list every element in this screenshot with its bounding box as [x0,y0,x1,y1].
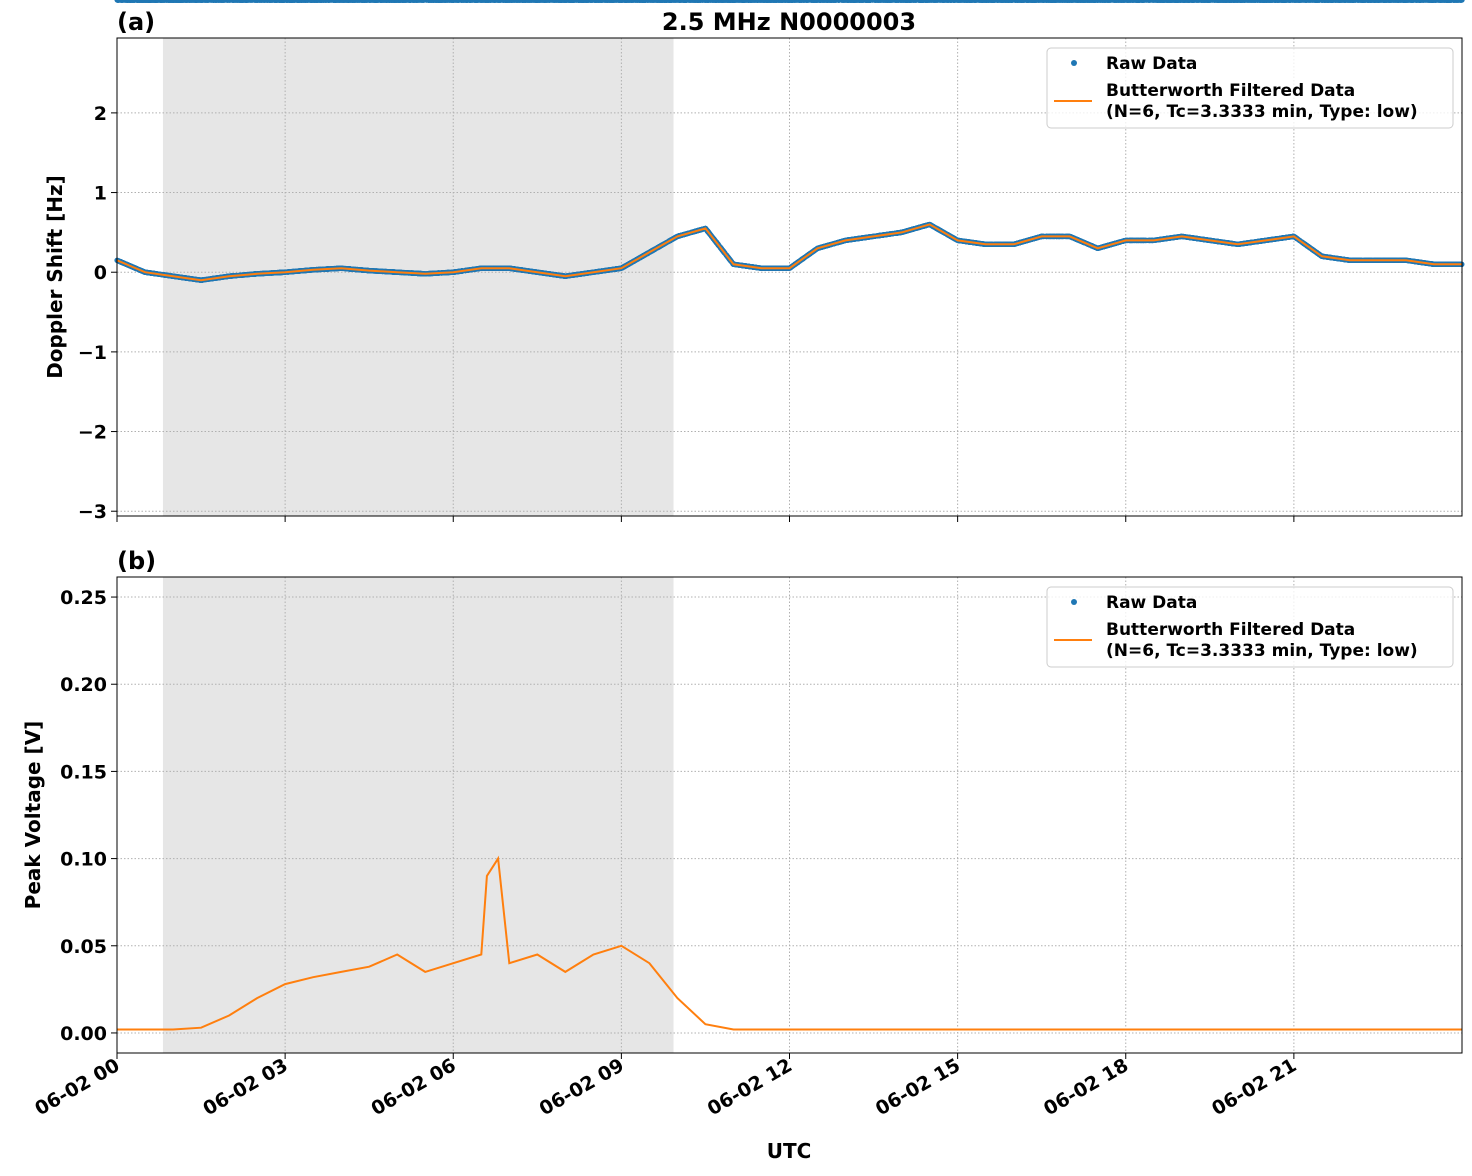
panel-a-doppler: −3−2−1012 (a) 2.5 MHz N0000003 Doppler S… [43,8,1464,523]
